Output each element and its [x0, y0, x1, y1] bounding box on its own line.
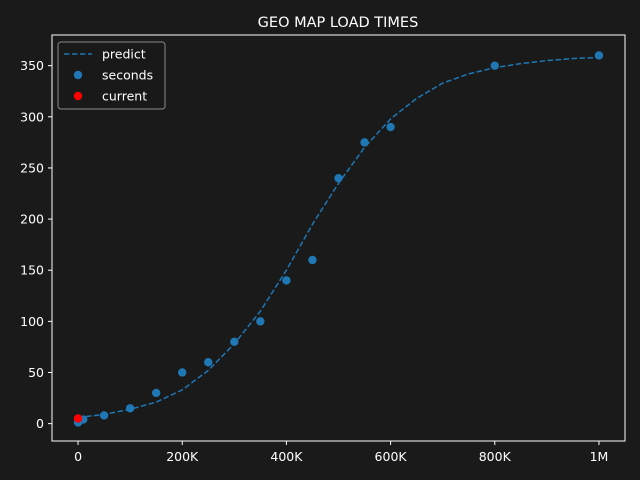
data-point-seconds	[282, 276, 291, 285]
y-tick-label: 50	[28, 365, 44, 380]
data-point-seconds	[125, 404, 135, 413]
y-tick-label: 150	[20, 263, 44, 278]
legend-box	[57, 41, 166, 110]
y-tick-label: 300	[20, 109, 44, 124]
x-tick-label: 1M	[590, 449, 609, 464]
legend-dot-icon	[73, 70, 83, 80]
plot-area: 0 200K 400K 600K 800K 1M 0 50 100 150 200 250 300 350…	[20, 34, 626, 464]
axes-frame	[51, 34, 626, 442]
data-point-seconds	[178, 368, 187, 377]
data-point-seconds	[151, 388, 161, 398]
data-point-seconds	[594, 51, 604, 60]
data-point-seconds	[490, 61, 499, 70]
data-point-seconds	[386, 122, 395, 132]
legend-dot-icon	[73, 91, 83, 101]
data-point-seconds	[230, 337, 239, 347]
data-point-seconds	[99, 411, 109, 420]
data-point-current	[73, 414, 83, 423]
x-tick-label: 0	[74, 449, 82, 464]
legend-label: seconds	[102, 68, 153, 83]
series-line-predict	[77, 56, 600, 419]
chart-title: GEO MAP LOAD TIMES	[258, 15, 419, 31]
data-point-seconds	[360, 138, 369, 147]
x-tick-label: 400K	[270, 449, 303, 464]
data-point-seconds	[308, 255, 317, 265]
y-tick-label: 350	[20, 58, 44, 73]
legend-label: predict	[102, 47, 146, 62]
y-tick-label: 100	[20, 314, 44, 329]
y-tick-label: 0	[36, 416, 44, 431]
data-point-seconds	[204, 358, 213, 367]
x-tick-label: 800K	[479, 449, 512, 464]
x-tick-label: 600K	[375, 449, 408, 464]
y-tick-label: 200	[20, 212, 44, 227]
legend-label: current	[102, 89, 147, 104]
x-tick-label: 200K	[166, 449, 199, 464]
data-point-seconds	[334, 173, 343, 183]
y-tick-label: 250	[20, 160, 44, 175]
data-point-seconds	[256, 317, 265, 326]
